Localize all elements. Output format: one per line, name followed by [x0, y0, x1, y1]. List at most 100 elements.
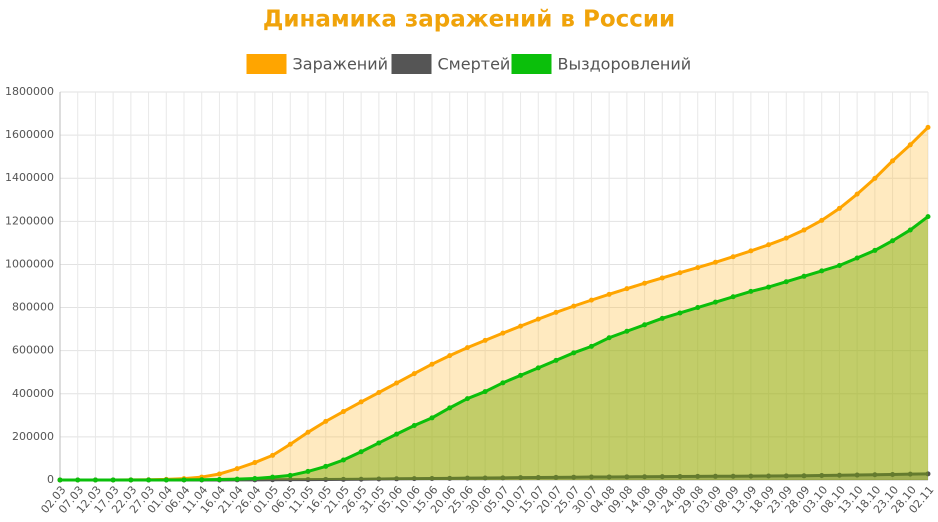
point [287, 472, 293, 478]
point [518, 323, 524, 329]
point [270, 452, 276, 458]
point [447, 353, 453, 359]
legend-label: Смертей [438, 55, 511, 74]
point [270, 474, 276, 480]
y-tick-label: 600000 [12, 344, 54, 357]
point [429, 361, 435, 367]
series-line [60, 215, 929, 482]
legend-swatch [246, 54, 287, 74]
point [925, 214, 931, 220]
point [748, 248, 754, 254]
point [429, 415, 435, 421]
point [500, 330, 506, 336]
point [801, 227, 807, 233]
point [819, 268, 825, 274]
point [234, 476, 240, 482]
point [571, 474, 577, 480]
point [411, 371, 417, 377]
point [571, 303, 577, 309]
point [394, 431, 400, 437]
point [890, 471, 896, 477]
point [748, 473, 754, 479]
point [624, 474, 630, 480]
point [730, 473, 736, 479]
point [642, 322, 648, 328]
series-area [60, 127, 928, 481]
series-area [60, 473, 928, 480]
point [75, 477, 81, 483]
point [659, 474, 665, 480]
point [252, 476, 258, 482]
point [712, 473, 718, 479]
point [482, 389, 488, 395]
point [287, 477, 293, 483]
point [305, 429, 311, 435]
point [323, 418, 329, 424]
point [181, 477, 187, 483]
y-tick-label: 1200000 [5, 214, 54, 227]
y-tick-label: 1600000 [5, 128, 54, 141]
point [553, 357, 559, 363]
point [500, 475, 506, 481]
point [588, 297, 594, 303]
point [571, 350, 577, 356]
point [518, 372, 524, 378]
point [323, 476, 329, 482]
point [394, 380, 400, 386]
point [836, 205, 842, 211]
point [447, 475, 453, 481]
point [411, 423, 417, 429]
point [376, 390, 382, 396]
point [819, 217, 825, 223]
point [854, 191, 860, 197]
point [464, 475, 470, 481]
y-tick-label: 800000 [12, 301, 54, 314]
point [836, 472, 842, 478]
chart-title: Динамика заражений в России [263, 7, 675, 33]
y-tick-label: 1000000 [5, 257, 54, 270]
point [677, 310, 683, 316]
point [606, 474, 612, 480]
point [624, 286, 630, 292]
point [146, 477, 152, 483]
point [163, 477, 169, 483]
point [819, 472, 825, 478]
point [323, 463, 329, 469]
point [801, 273, 807, 279]
y-tick-label: 200000 [12, 430, 54, 443]
point [553, 474, 559, 480]
point [358, 476, 364, 482]
point [340, 476, 346, 482]
point [712, 259, 718, 265]
point [766, 284, 772, 290]
point [677, 474, 683, 480]
point [730, 254, 736, 260]
point [907, 142, 913, 148]
legend-label: Выздоровлений [558, 55, 692, 74]
point [535, 316, 541, 322]
point [128, 477, 134, 483]
point [872, 472, 878, 478]
point [340, 409, 346, 415]
y-tick-label: 0 [47, 473, 54, 486]
point [287, 441, 293, 447]
point [340, 457, 346, 463]
point [695, 265, 701, 271]
point [464, 345, 470, 351]
point [464, 396, 470, 402]
point [216, 471, 222, 477]
point [376, 476, 382, 482]
point [872, 175, 878, 181]
point [376, 440, 382, 446]
point [199, 477, 205, 483]
point [234, 466, 240, 472]
point [659, 315, 665, 321]
point [606, 335, 612, 341]
legend-swatch [511, 54, 552, 74]
legend-label: Заражений [293, 55, 389, 74]
point [836, 263, 842, 269]
point [748, 288, 754, 294]
point [766, 473, 772, 479]
point [588, 474, 594, 480]
